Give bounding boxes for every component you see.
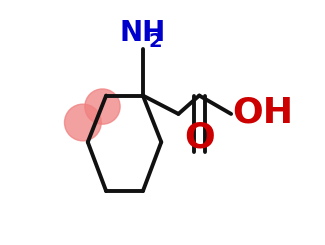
Text: 2: 2 [149,32,162,51]
Text: O: O [184,120,214,154]
Circle shape [64,104,101,141]
Text: NH: NH [120,19,166,47]
Text: OH: OH [232,96,293,130]
Circle shape [85,89,120,124]
